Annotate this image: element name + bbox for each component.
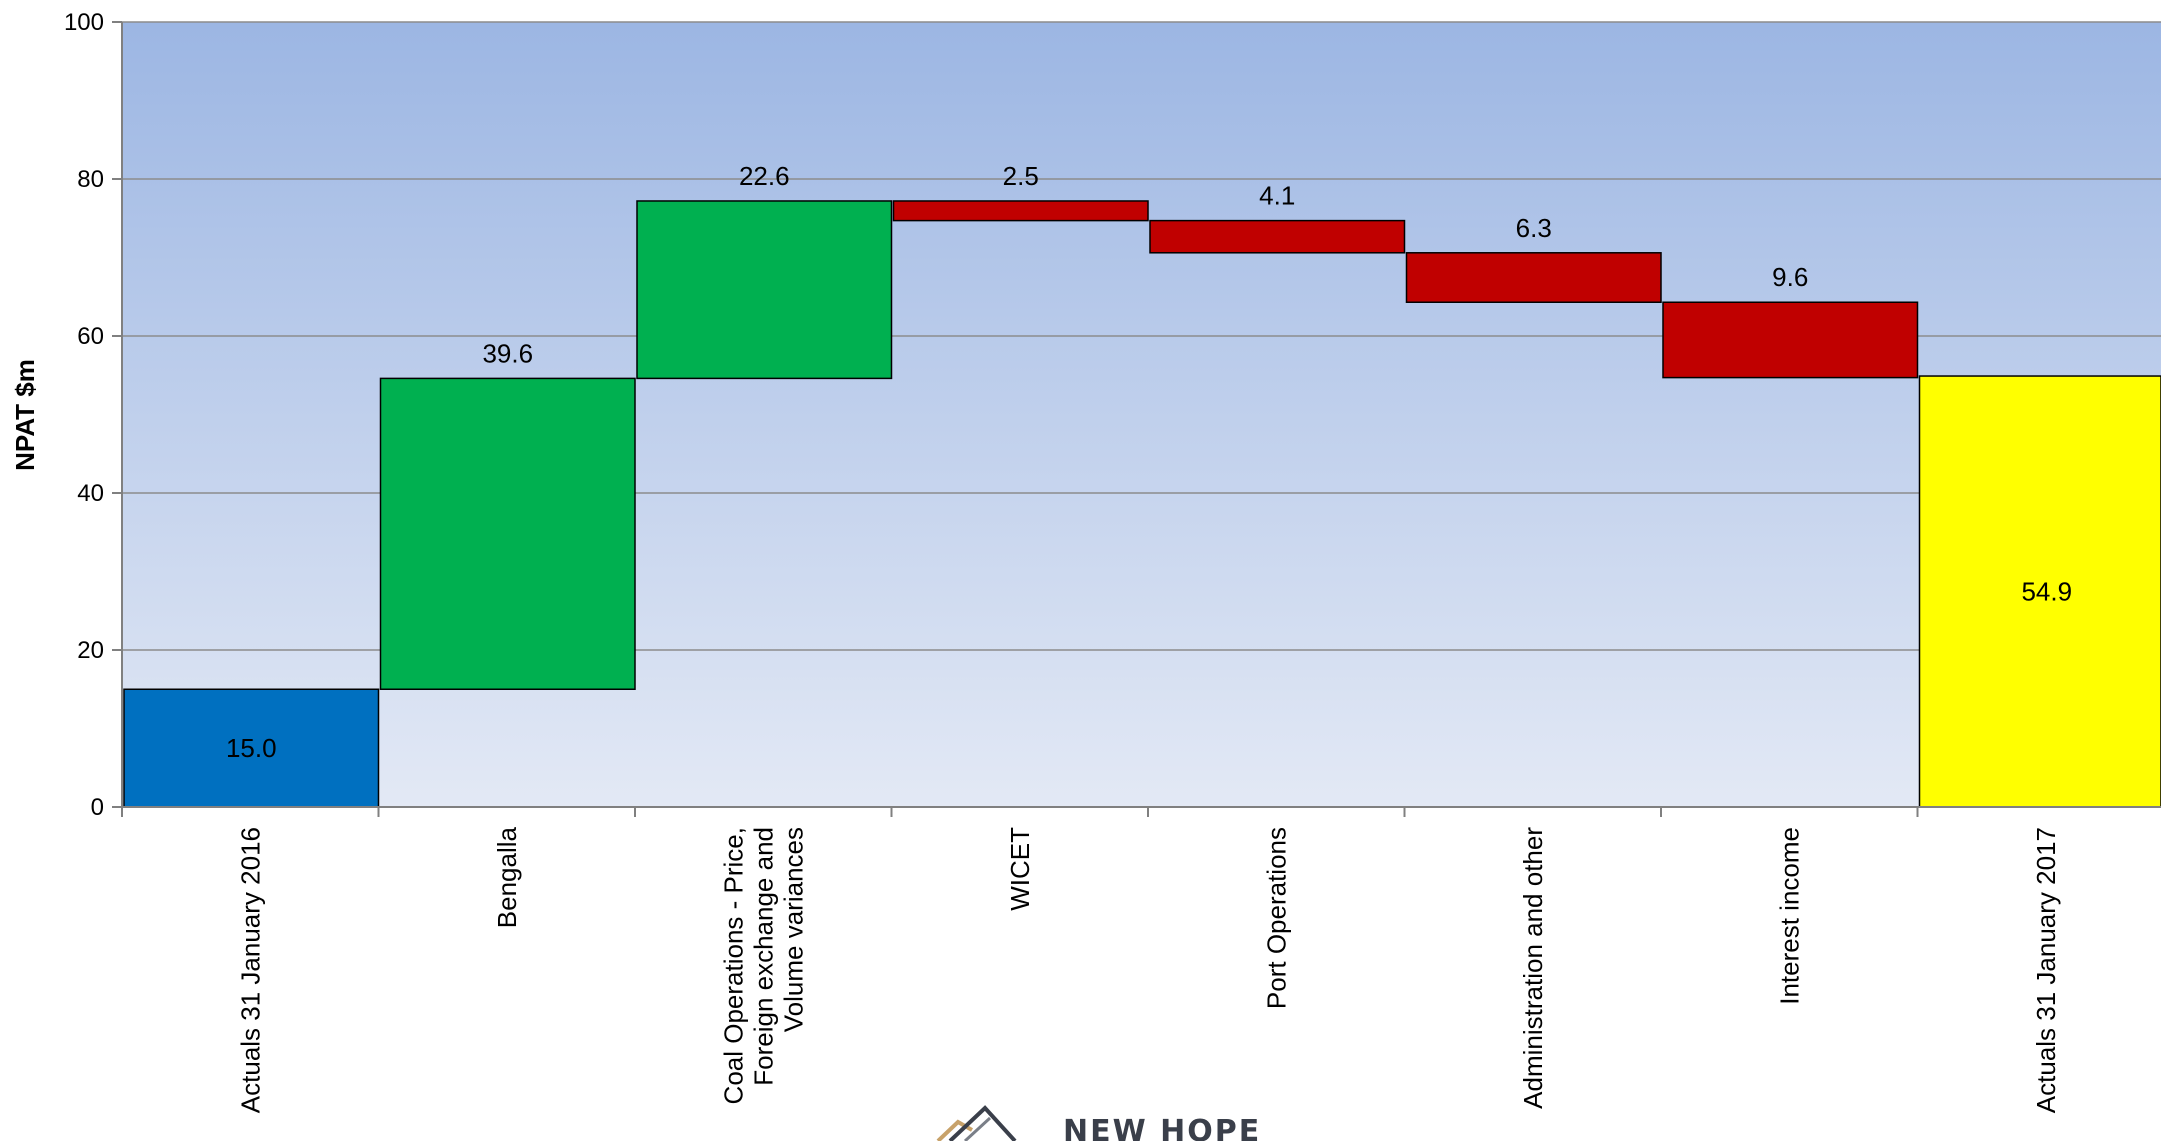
bar-increase (636, 200, 893, 380)
bar-decrease (1149, 219, 1406, 254)
data-label: 6.3 (1516, 213, 1552, 243)
data-label: 54.9 (2021, 577, 2072, 607)
axes: 0 20 40 60 80 100 (64, 9, 2161, 821)
data-label: 15.0 (226, 733, 277, 763)
y-tick-label: 0 (91, 794, 104, 821)
x-category-label: Coal Operations - Price, Foreign exchange… (718, 827, 808, 1104)
x-category-label: Port Operations (1261, 827, 1291, 1009)
company-logo: NEW HOPE (936, 1105, 1261, 1141)
bar-total (123, 688, 380, 808)
x-tick-label: Volume variances (778, 827, 808, 1032)
x-category-label: Actuals 31 January 2016 (235, 827, 265, 1113)
x-tick-label: Administration and other (1518, 827, 1548, 1109)
mountain-logo-icon (936, 1105, 1017, 1141)
y-axis-title: NPAT $m (10, 359, 40, 471)
x-tick-label: Bengalla (492, 826, 522, 928)
logo-text: NEW HOPE (1063, 1114, 1261, 1141)
y-tick-label: 100 (64, 9, 104, 36)
x-category-label: Interest income (1774, 827, 1804, 1005)
data-label: 39.6 (482, 338, 533, 368)
bar-increase (379, 377, 636, 690)
bar-total (1918, 375, 2161, 808)
y-tick-label: 60 (77, 323, 104, 350)
x-tick-label: WICET (1005, 827, 1035, 911)
bar-decrease (1662, 301, 1919, 379)
y-tick-label: 80 (77, 166, 104, 193)
data-label: 2.5 (1003, 161, 1039, 191)
bars (123, 200, 2161, 808)
bar-decrease (1405, 252, 1662, 303)
labels: 15.0 39.6 22.6 2.5 4.1 6.3 9.6 54.9 Actuals 31 J… (226, 161, 2072, 1113)
x-tick-label: Interest income (1774, 827, 1804, 1005)
y-tick-label: 40 (77, 480, 104, 507)
x-tick-label: Port Operations (1261, 827, 1291, 1009)
x-tick-label: Actuals 31 January 2017 (2031, 827, 2061, 1113)
bar-decrease (892, 200, 1149, 222)
x-tick-label: Actuals 31 January 2016 (235, 827, 265, 1113)
x-tick-label: Foreign exchange and (748, 827, 778, 1086)
data-label: 9.6 (1772, 262, 1808, 292)
data-label: 4.1 (1259, 181, 1295, 211)
y-tick-label: 20 (77, 637, 104, 664)
x-category-label: Actuals 31 January 2017 (2031, 827, 2061, 1113)
x-category-label: WICET (1005, 827, 1035, 911)
data-label: 22.6 (739, 161, 790, 191)
x-category-label: Bengalla (492, 826, 522, 928)
x-tick-label: Coal Operations - Price, (718, 827, 748, 1104)
x-category-label: Administration and other (1518, 827, 1548, 1109)
